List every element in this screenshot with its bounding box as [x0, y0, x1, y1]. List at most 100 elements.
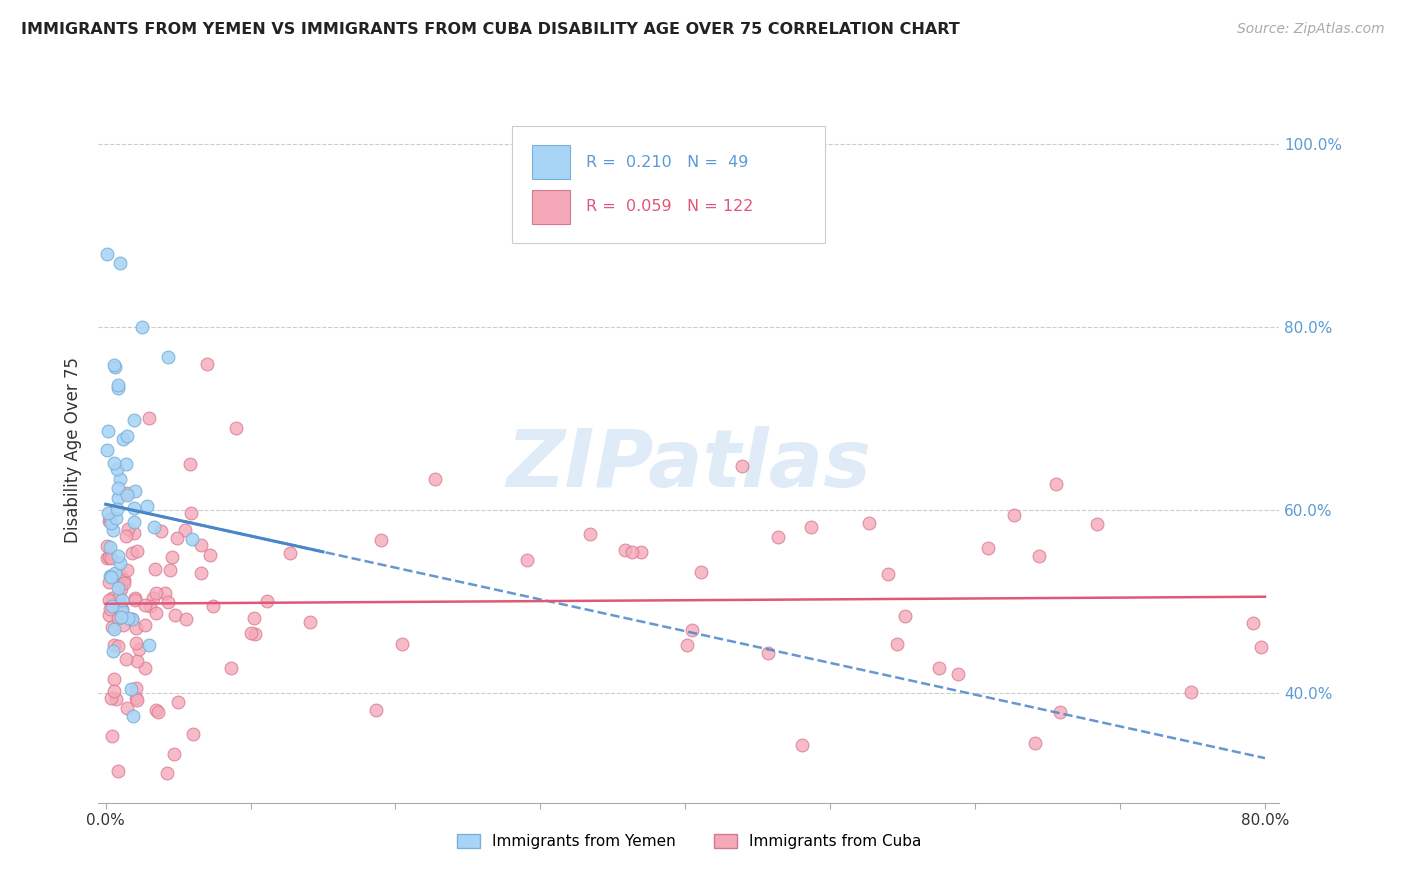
Point — [112, 433, 135, 447]
Point — [630, 545, 652, 559]
Point — [122, 501, 145, 516]
Bar — [531, 145, 569, 179]
Point — [103, 358, 125, 372]
Point — [131, 319, 153, 334]
Point — [179, 457, 201, 471]
Point — [976, 541, 998, 555]
Point — [107, 491, 129, 505]
Text: Source: ZipAtlas.com: Source: ZipAtlas.com — [1237, 22, 1385, 37]
Point — [125, 543, 148, 558]
Point — [125, 654, 148, 668]
Point — [167, 695, 190, 709]
Point — [117, 522, 139, 536]
Point — [1049, 705, 1071, 719]
Point — [105, 502, 128, 516]
Point — [138, 638, 160, 652]
Point — [101, 523, 124, 537]
Point — [107, 377, 129, 392]
Point — [110, 557, 132, 571]
Point — [299, 615, 322, 630]
Point — [145, 586, 167, 600]
Point — [103, 644, 125, 658]
Point — [198, 549, 221, 563]
Point — [1180, 685, 1202, 699]
Point — [256, 594, 278, 608]
Y-axis label: Disability Age Over 75: Disability Age Over 75 — [65, 358, 83, 543]
Point — [121, 546, 143, 560]
Point — [1028, 549, 1050, 564]
Text: IMMIGRANTS FROM YEMEN VS IMMIGRANTS FROM CUBA DISABILITY AGE OVER 75 CORRELATION: IMMIGRANTS FROM YEMEN VS IMMIGRANTS FROM… — [21, 22, 960, 37]
Point — [98, 602, 121, 616]
Text: ZIPatlas: ZIPatlas — [506, 425, 872, 504]
Text: R =  0.059   N = 122: R = 0.059 N = 122 — [586, 199, 754, 214]
Point — [155, 586, 177, 600]
Point — [190, 566, 212, 581]
Point — [579, 527, 602, 541]
Point — [100, 512, 122, 526]
Point — [145, 703, 167, 717]
Point — [100, 516, 122, 531]
Point — [96, 246, 118, 260]
Point — [97, 574, 120, 589]
Point — [125, 681, 148, 696]
Point — [103, 622, 125, 636]
Point — [157, 595, 180, 609]
Point — [1024, 736, 1046, 750]
Point — [108, 590, 131, 604]
Point — [112, 618, 135, 632]
Point — [114, 529, 136, 543]
Point — [117, 611, 139, 625]
Point — [928, 660, 950, 674]
Point — [97, 607, 120, 622]
Point — [877, 566, 900, 581]
Point — [174, 612, 197, 626]
Point — [1002, 508, 1025, 522]
Point — [134, 661, 156, 675]
Point — [107, 611, 129, 625]
Point — [96, 551, 118, 566]
Point — [122, 515, 145, 529]
Point — [97, 424, 120, 438]
Point — [225, 420, 247, 434]
Point — [100, 569, 122, 583]
Point — [159, 563, 181, 577]
Point — [181, 726, 204, 740]
Point — [98, 568, 121, 582]
Point — [675, 638, 697, 652]
Point — [100, 570, 122, 584]
Point — [391, 637, 413, 651]
Point — [134, 599, 156, 613]
Point — [858, 516, 880, 530]
Point — [221, 661, 243, 675]
Point — [124, 591, 146, 605]
Point — [110, 610, 132, 624]
Point — [96, 540, 118, 554]
Legend: Immigrants from Yemen, Immigrants from Cuba: Immigrants from Yemen, Immigrants from C… — [450, 828, 928, 855]
Point — [124, 635, 146, 649]
Point — [107, 549, 129, 563]
Point — [243, 611, 266, 625]
Point — [103, 672, 125, 686]
Point — [100, 691, 122, 706]
Point — [120, 681, 142, 696]
Point — [107, 639, 129, 653]
Point — [117, 429, 139, 443]
Point — [886, 637, 908, 651]
Bar — [531, 190, 569, 224]
Point — [790, 738, 813, 752]
Point — [681, 623, 703, 637]
Point — [127, 693, 149, 707]
Point — [516, 553, 538, 567]
Point — [174, 523, 197, 537]
Point — [115, 563, 138, 577]
Point — [766, 530, 789, 544]
Point — [105, 692, 128, 706]
Point — [97, 514, 120, 528]
Point — [1045, 477, 1067, 491]
Point — [160, 550, 183, 565]
Point — [195, 357, 218, 371]
Point — [756, 646, 779, 660]
Point — [100, 550, 122, 565]
Point — [364, 703, 387, 717]
Point — [143, 562, 166, 576]
